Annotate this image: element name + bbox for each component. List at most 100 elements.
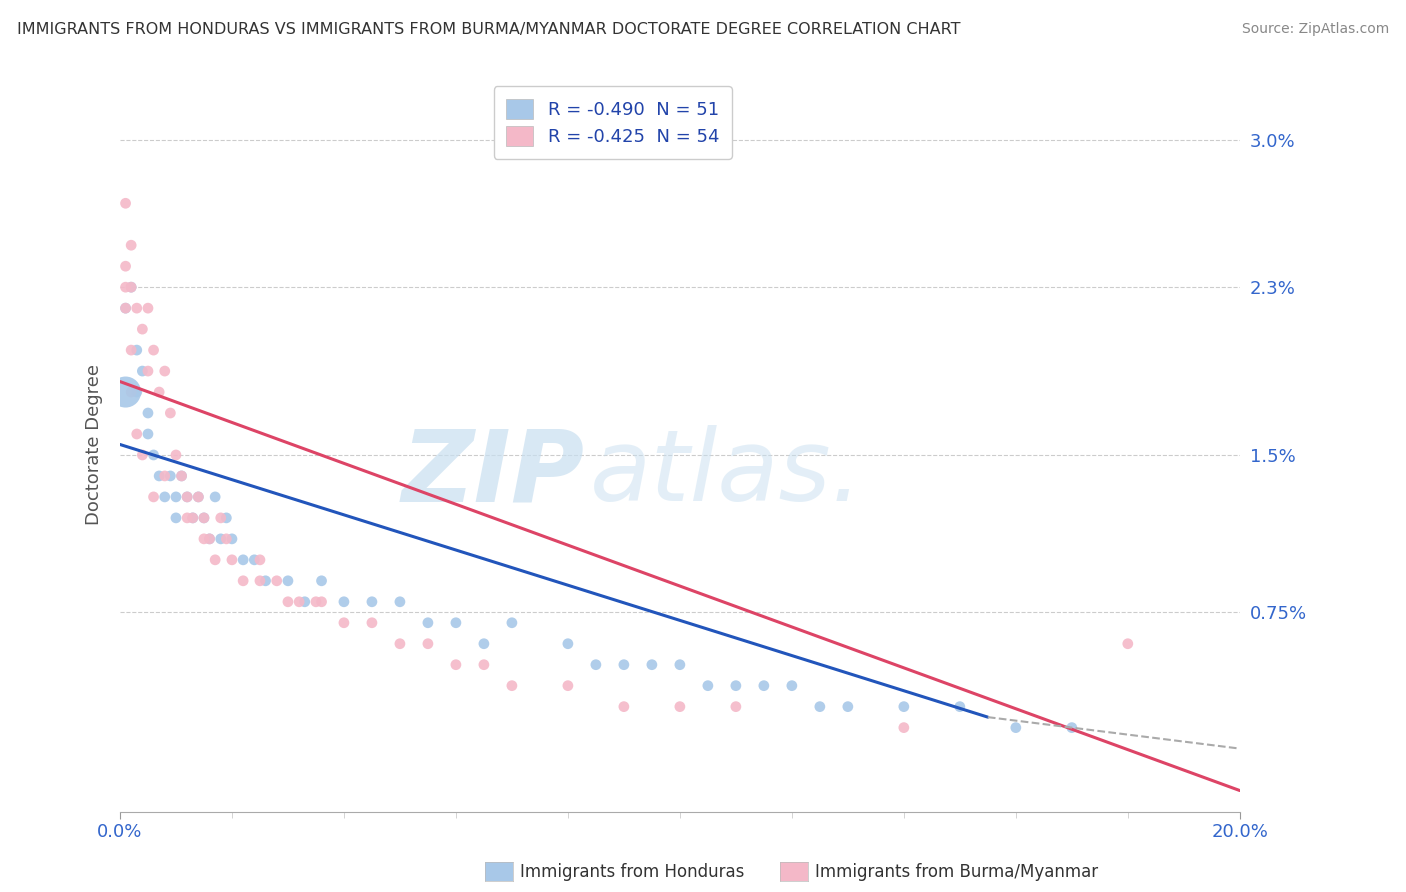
Point: [125, 427, 148, 442]
Point: [780, 679, 803, 693]
Point: [1116, 637, 1139, 651]
Point: [333, 615, 356, 630]
Point: [136, 427, 159, 442]
Point: [193, 511, 215, 525]
Point: [361, 615, 384, 630]
Point: [120, 280, 142, 294]
Point: [176, 490, 198, 504]
Point: [696, 679, 718, 693]
Point: [472, 657, 495, 672]
Point: [585, 657, 607, 672]
Point: [181, 511, 204, 525]
Point: [249, 553, 271, 567]
Y-axis label: Doctorate Degree: Doctorate Degree: [86, 364, 103, 525]
Point: [221, 553, 243, 567]
Point: [311, 574, 333, 588]
Point: [1004, 721, 1026, 735]
Point: [215, 511, 238, 525]
Point: [114, 196, 136, 211]
Point: [808, 699, 831, 714]
Point: [114, 301, 136, 315]
Point: [294, 595, 316, 609]
Point: [159, 469, 181, 483]
Point: [165, 511, 187, 525]
Point: [305, 595, 328, 609]
Text: Immigrants from Burma/Myanmar: Immigrants from Burma/Myanmar: [815, 863, 1098, 881]
Point: [148, 469, 170, 483]
Point: [120, 238, 142, 252]
Point: [288, 595, 311, 609]
Legend: R = -0.490  N = 51, R = -0.425  N = 54: R = -0.490 N = 51, R = -0.425 N = 54: [494, 87, 733, 159]
Point: [333, 595, 356, 609]
Point: [153, 490, 176, 504]
Point: [277, 595, 299, 609]
Point: [949, 699, 972, 714]
Point: [114, 301, 136, 315]
Point: [125, 301, 148, 315]
Point: [724, 679, 747, 693]
Point: [176, 490, 198, 504]
Point: [416, 637, 439, 651]
Point: [136, 301, 159, 315]
Point: [893, 699, 915, 714]
Point: [893, 721, 915, 735]
Point: [125, 385, 148, 400]
Point: [148, 385, 170, 400]
Point: [501, 679, 523, 693]
Point: [209, 532, 232, 546]
Point: [136, 406, 159, 420]
Point: [613, 699, 636, 714]
Point: [837, 699, 859, 714]
Point: [669, 657, 692, 672]
Point: [249, 574, 271, 588]
Point: [181, 511, 204, 525]
Point: [472, 637, 495, 651]
Point: [557, 637, 579, 651]
Point: [266, 574, 288, 588]
Point: [557, 679, 579, 693]
Point: [198, 532, 221, 546]
Point: [187, 490, 209, 504]
Point: [204, 553, 226, 567]
Point: [165, 448, 187, 462]
Point: [159, 406, 181, 420]
Point: [243, 553, 266, 567]
Point: [142, 448, 165, 462]
Point: [416, 615, 439, 630]
Point: [388, 595, 411, 609]
Point: [221, 532, 243, 546]
Point: [752, 679, 775, 693]
Point: [114, 280, 136, 294]
Point: [209, 511, 232, 525]
Point: [501, 615, 523, 630]
Point: [125, 343, 148, 357]
Point: [277, 574, 299, 588]
Point: [120, 385, 142, 400]
Point: [120, 280, 142, 294]
Point: [388, 637, 411, 651]
Point: [142, 343, 165, 357]
Point: [170, 469, 193, 483]
Point: [198, 532, 221, 546]
Point: [232, 553, 254, 567]
Point: [1060, 721, 1083, 735]
Point: [254, 574, 277, 588]
Text: ZIP: ZIP: [402, 425, 585, 523]
Text: atlas.: atlas.: [591, 425, 863, 523]
Point: [187, 490, 209, 504]
Point: [142, 490, 165, 504]
Point: [361, 595, 384, 609]
Text: IMMIGRANTS FROM HONDURAS VS IMMIGRANTS FROM BURMA/MYANMAR DOCTORATE DEGREE CORRE: IMMIGRANTS FROM HONDURAS VS IMMIGRANTS F…: [17, 22, 960, 37]
Point: [131, 448, 153, 462]
Point: [444, 657, 467, 672]
Point: [641, 657, 664, 672]
Point: [120, 343, 142, 357]
Point: [114, 385, 136, 400]
Point: [311, 595, 333, 609]
Point: [153, 364, 176, 378]
Point: [165, 490, 187, 504]
Point: [153, 469, 176, 483]
Point: [232, 574, 254, 588]
Text: Immigrants from Honduras: Immigrants from Honduras: [520, 863, 745, 881]
Text: Source: ZipAtlas.com: Source: ZipAtlas.com: [1241, 22, 1389, 37]
